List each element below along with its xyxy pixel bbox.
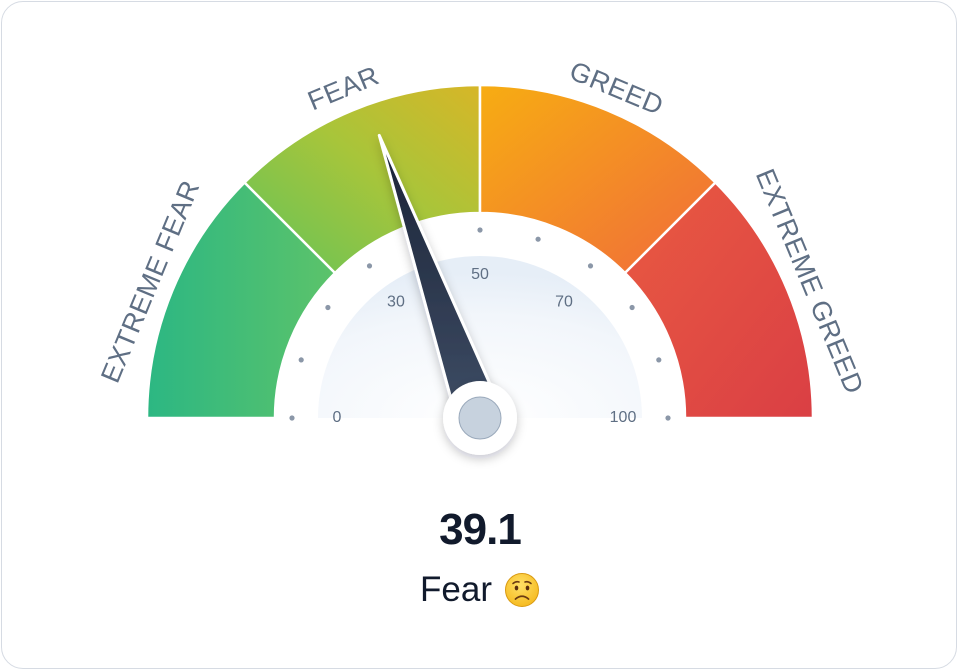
tick-label-0: 0 [333, 409, 342, 426]
needle-hub-center [458, 396, 502, 440]
tick-dot [325, 304, 331, 311]
tick-label-30: 30 [387, 294, 405, 311]
worried-face-icon [504, 573, 539, 607]
gauge-zone-extreme-greed [623, 181, 815, 420]
tick-label-50: 50 [471, 266, 489, 283]
tick-dot [298, 357, 304, 363]
tick-dot [665, 415, 671, 421]
tick-dot [366, 263, 373, 269]
tick-dot [587, 263, 594, 269]
index-value: 39.1 [439, 505, 522, 554]
tick-dot [535, 236, 541, 242]
tick-dot [477, 227, 483, 233]
tick-dot [656, 357, 662, 363]
gauge-tick-labels: 0 30 50 70 100 [333, 266, 637, 426]
sentiment-label: Fear [420, 570, 492, 609]
gauge-inner-area [318, 256, 642, 418]
gauge-zones [145, 83, 815, 420]
sentiment-row: Fear [0, 570, 960, 610]
tick-dot [629, 304, 635, 311]
tick-dot [289, 415, 295, 421]
tick-label-100: 100 [610, 409, 637, 426]
tick-label-70: 70 [555, 294, 573, 311]
